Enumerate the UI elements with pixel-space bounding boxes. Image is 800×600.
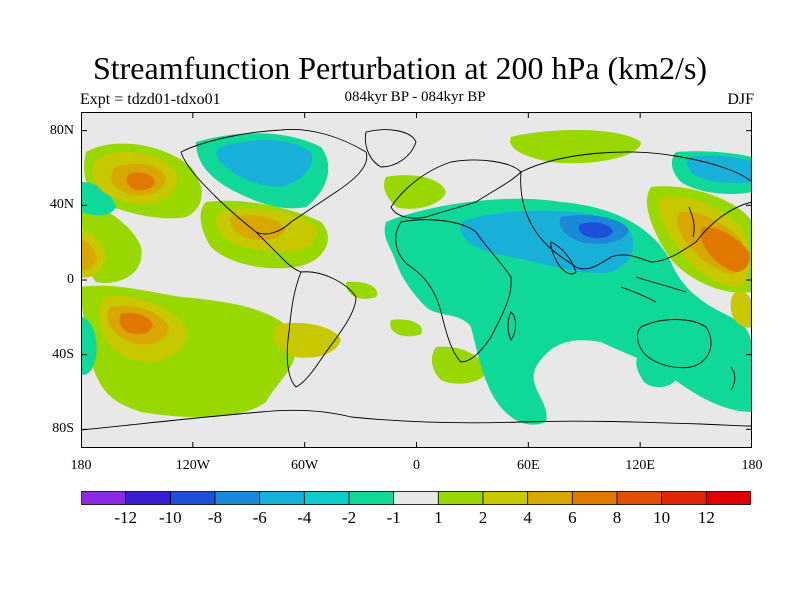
colorbar-label: -10 [158, 508, 182, 527]
contour-region [81, 182, 116, 216]
colorbar-boxes [80, 491, 752, 505]
colorbar-box [661, 491, 707, 505]
colorbar-label: -8 [207, 508, 223, 527]
colorbar-box [437, 491, 484, 505]
longitude-tick-label: 60W [291, 458, 319, 473]
longitude-tick-label: 180 [70, 458, 92, 473]
latitude-tick-label: 0 [67, 272, 74, 287]
colorbar-label: 1 [434, 508, 443, 527]
latitude-tick-label: 40S [52, 346, 74, 362]
contour-region [687, 155, 752, 184]
colorbar-box [125, 491, 171, 505]
contour-region [216, 140, 312, 187]
map-panel [80, 112, 753, 448]
longitude-tick-label: 120W [175, 458, 210, 473]
colorbar-box [348, 491, 395, 505]
colorbar-box [259, 491, 305, 505]
contour-region [230, 215, 286, 240]
map-subtitle: 084kyr BP - 084kyr BP [344, 89, 486, 105]
colorbar-box [571, 491, 618, 505]
longitude-tick-label: 0 [413, 458, 420, 473]
season-label: DJF [727, 91, 754, 108]
colorbar-label: 8 [612, 508, 622, 527]
contour-region [578, 222, 613, 239]
longitude-tick-label: 120E [625, 458, 655, 473]
colorbar-label: 10 [653, 508, 671, 527]
contour-region [384, 175, 446, 209]
colorbar-label: -6 [252, 508, 267, 527]
colorbar-box [214, 491, 261, 505]
colorbar-box [705, 491, 752, 505]
latitude-tick-label: 80S [52, 421, 74, 437]
latitude-tick-label: 40N [49, 197, 74, 213]
colorbar-box [482, 491, 529, 505]
experiment-label: Expt = tdzd01-tdxo01 [80, 91, 221, 108]
contour-region [81, 240, 97, 271]
map-title: Streamfunction Perturbation at 200 hPa (… [92, 50, 708, 86]
colorbar-box [393, 491, 439, 505]
contour-region [119, 312, 153, 335]
colorbar-box [616, 491, 663, 505]
colorbar-label: 12 [697, 508, 715, 527]
colorbar-label: -4 [297, 508, 312, 527]
colorbar [80, 491, 752, 505]
colorbar-box [80, 491, 127, 505]
contour-region [510, 130, 641, 164]
colorbar-box [303, 491, 350, 505]
colorbar-label: 6 [568, 508, 577, 527]
colorbar-box [527, 491, 573, 505]
colorbar-label: 4 [523, 508, 532, 527]
latitude-tick-label: 80N [49, 122, 74, 138]
world-map [80, 112, 753, 448]
colorbar-label: -1 [386, 508, 401, 527]
contour-region [390, 319, 422, 337]
colorbar-label: -12 [114, 508, 137, 527]
colorbar-label: 2 [478, 508, 488, 527]
contour-region [126, 172, 155, 191]
contour-region [81, 317, 97, 375]
contour-region [636, 350, 681, 388]
longitude-tick-label: 60E [517, 458, 540, 473]
coastlines [81, 129, 752, 431]
contour-region [431, 346, 486, 384]
longitude-tick-label: 180 [741, 458, 763, 473]
contour-region [272, 322, 341, 358]
contour-region [730, 291, 752, 328]
contour-region [700, 227, 750, 272]
colorbar-box [169, 491, 216, 505]
colorbar-label: -2 [341, 508, 357, 527]
